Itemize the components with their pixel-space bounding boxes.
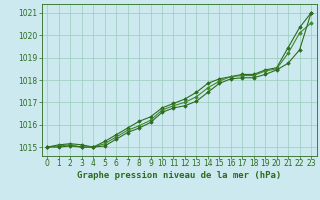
X-axis label: Graphe pression niveau de la mer (hPa): Graphe pression niveau de la mer (hPa) [77, 171, 281, 180]
